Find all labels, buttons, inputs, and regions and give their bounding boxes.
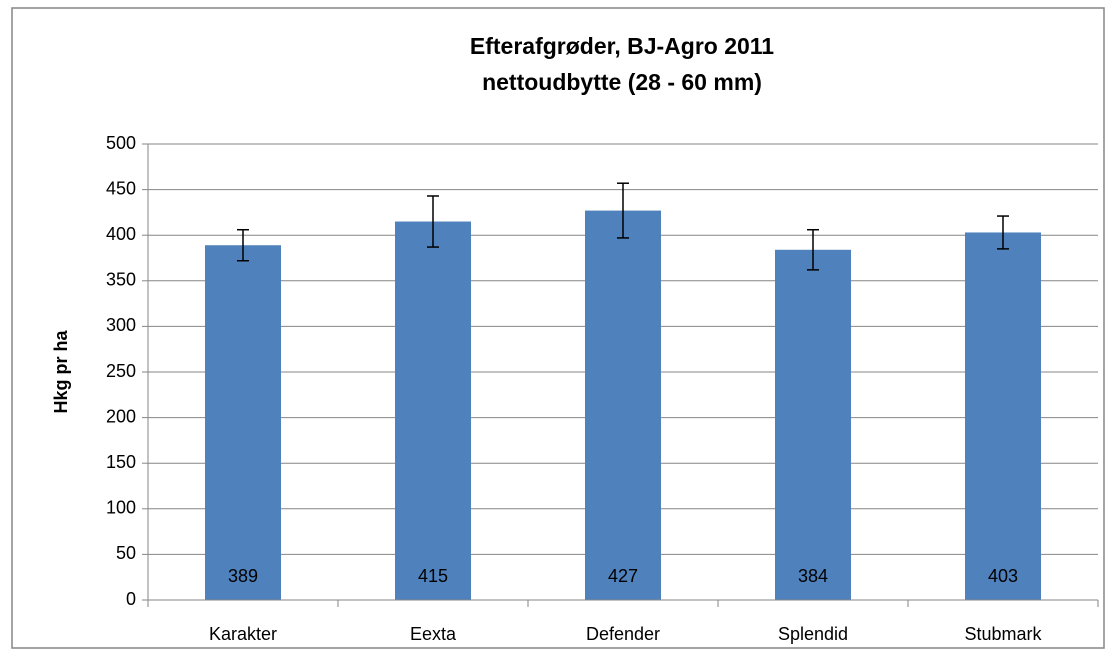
y-tick-label: 500 — [106, 133, 136, 153]
y-tick-label: 450 — [106, 178, 136, 198]
y-tick-label: 400 — [106, 224, 136, 244]
chart-title: Efterafgrøder, BJ-Agro 2011 — [470, 33, 774, 59]
y-tick-label: 200 — [106, 406, 136, 426]
x-tick-label: Eexta — [410, 624, 457, 644]
bar — [395, 221, 471, 600]
bar — [585, 210, 661, 601]
data-label: 403 — [988, 566, 1018, 586]
x-tick-label: Splendid — [778, 624, 848, 644]
y-tick-label: 100 — [106, 498, 136, 518]
y-tick-label: 150 — [106, 452, 136, 472]
y-tick-label: 250 — [106, 361, 136, 381]
bar — [205, 245, 281, 600]
data-label: 415 — [418, 566, 448, 586]
chart-border — [11, 7, 1105, 649]
y-tick-label: 0 — [126, 589, 136, 609]
y-axis-title: Hkg pr ha — [51, 330, 71, 414]
chart-subtitle: nettoudbytte (28 - 60 mm) — [482, 69, 762, 95]
data-label: 389 — [228, 566, 258, 586]
y-tick-label: 300 — [106, 315, 136, 335]
data-label: 384 — [798, 566, 828, 586]
bar — [965, 232, 1041, 601]
x-tick-label: Defender — [586, 624, 660, 644]
bar — [775, 249, 851, 601]
x-tick-label: Karakter — [209, 624, 277, 644]
x-tick-label: Stubmark — [964, 624, 1042, 644]
y-tick-label: 350 — [106, 270, 136, 290]
data-label: 427 — [608, 566, 638, 586]
y-tick-label: 50 — [116, 543, 136, 563]
